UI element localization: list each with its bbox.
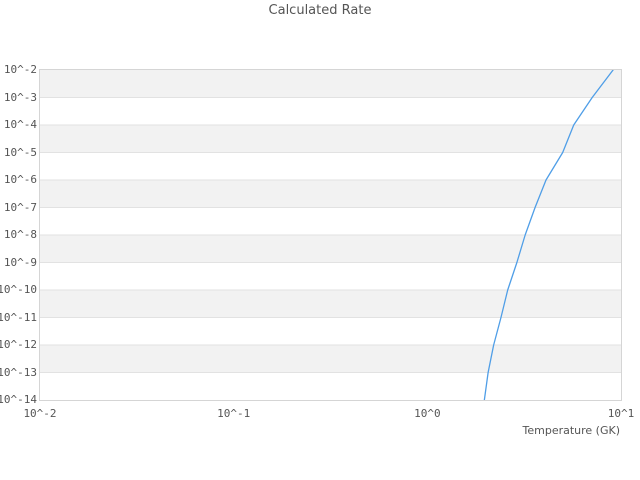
rate-curve-plot bbox=[40, 70, 621, 400]
y-tick-label: 10^-11 bbox=[0, 310, 37, 324]
x-tick-label: 10^-1 bbox=[217, 407, 251, 420]
x-tick-label: 10^1 bbox=[607, 407, 635, 420]
y-tick-label: 10^-10 bbox=[0, 283, 37, 296]
y-tick-label: 10^-12 bbox=[0, 338, 37, 351]
y-tick-label: 10^-5 bbox=[3, 145, 37, 159]
y-tick-label: 10^-3 bbox=[3, 90, 37, 104]
x-tick-label: 10^0 bbox=[414, 407, 441, 420]
plot-area bbox=[39, 69, 622, 401]
y-tick-label: 10^-14 bbox=[0, 393, 37, 406]
y-tick-label: 10^-4 bbox=[3, 118, 37, 131]
y-tick-label: 10^-8 bbox=[3, 228, 37, 241]
chart-title: Calculated Rate bbox=[268, 3, 372, 18]
y-tick-label: 10^-6 bbox=[3, 173, 37, 186]
y-tick-label: 10^-9 bbox=[3, 255, 37, 269]
y-tick-label: 10^-7 bbox=[3, 200, 37, 214]
x-axis-title: Temperature (GK) bbox=[522, 424, 621, 437]
y-tick-label: 10^-13 bbox=[0, 365, 37, 379]
x-tick-label: 10^-2 bbox=[23, 407, 57, 420]
y-tick-label: 10^-2 bbox=[3, 63, 37, 76]
